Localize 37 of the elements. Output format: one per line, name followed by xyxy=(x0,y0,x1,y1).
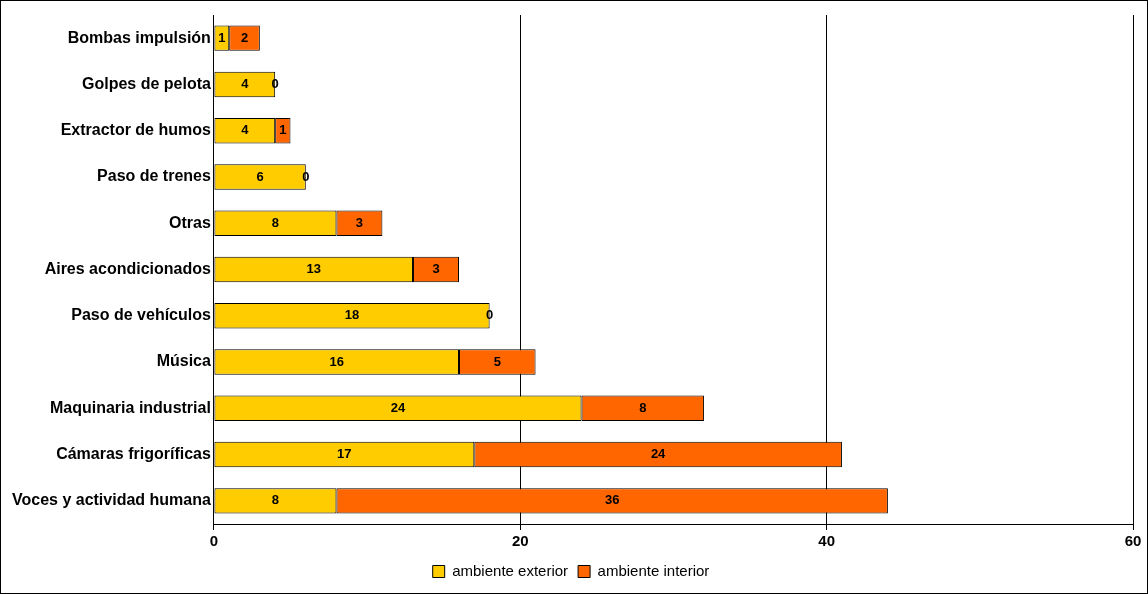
data-label: 18 xyxy=(344,307,360,323)
y-tick-label: Paso de vehículos xyxy=(71,306,211,324)
y-tick-label: Bombas impulsión xyxy=(67,28,211,46)
data-label: 4 xyxy=(241,75,250,91)
x-tick-label: 0 xyxy=(209,532,219,550)
y-tick-label: Maquinaria industrial xyxy=(49,398,211,416)
y-tick-label: Golpes de pelota xyxy=(81,74,211,92)
y-tick-label: Música xyxy=(156,352,211,370)
legend-label: ambiente exterior xyxy=(452,561,569,579)
y-tick-label: Cámaras frigoríficas xyxy=(56,445,211,462)
data-label: 24 xyxy=(390,399,406,415)
data-label: 8 xyxy=(271,492,280,508)
data-label: 36 xyxy=(604,492,620,508)
x-tick-label: 40 xyxy=(818,532,835,550)
data-label: 24 xyxy=(650,446,667,462)
data-label: 0 xyxy=(302,168,310,184)
data-label: 17 xyxy=(337,446,352,462)
data-label: 8 xyxy=(639,399,647,415)
data-label: 8 xyxy=(271,214,280,230)
data-label: 16 xyxy=(329,353,344,369)
y-tick-label: Paso de trenes xyxy=(97,167,211,185)
data-label: 4 xyxy=(241,122,250,138)
x-tick-label: 20 xyxy=(511,532,529,550)
data-label: 1 xyxy=(218,29,226,45)
data-label: 5 xyxy=(493,353,501,369)
y-tick-label: Voces y actividad humana xyxy=(12,491,211,509)
data-label: 13 xyxy=(306,261,321,277)
data-label: 6 xyxy=(256,168,264,184)
data-label: 1 xyxy=(279,122,287,138)
x-tick-label: 60 xyxy=(1124,532,1142,550)
data-label: 3 xyxy=(355,214,364,230)
y-tick-label: Aires acondicionados xyxy=(44,259,211,277)
data-label: 2 xyxy=(240,29,249,45)
data-label: 3 xyxy=(432,261,440,277)
y-tick-label: Extractor de humos xyxy=(60,121,211,139)
y-tick-label: Otras xyxy=(169,213,211,231)
legend-label: ambiente interior xyxy=(597,561,710,579)
